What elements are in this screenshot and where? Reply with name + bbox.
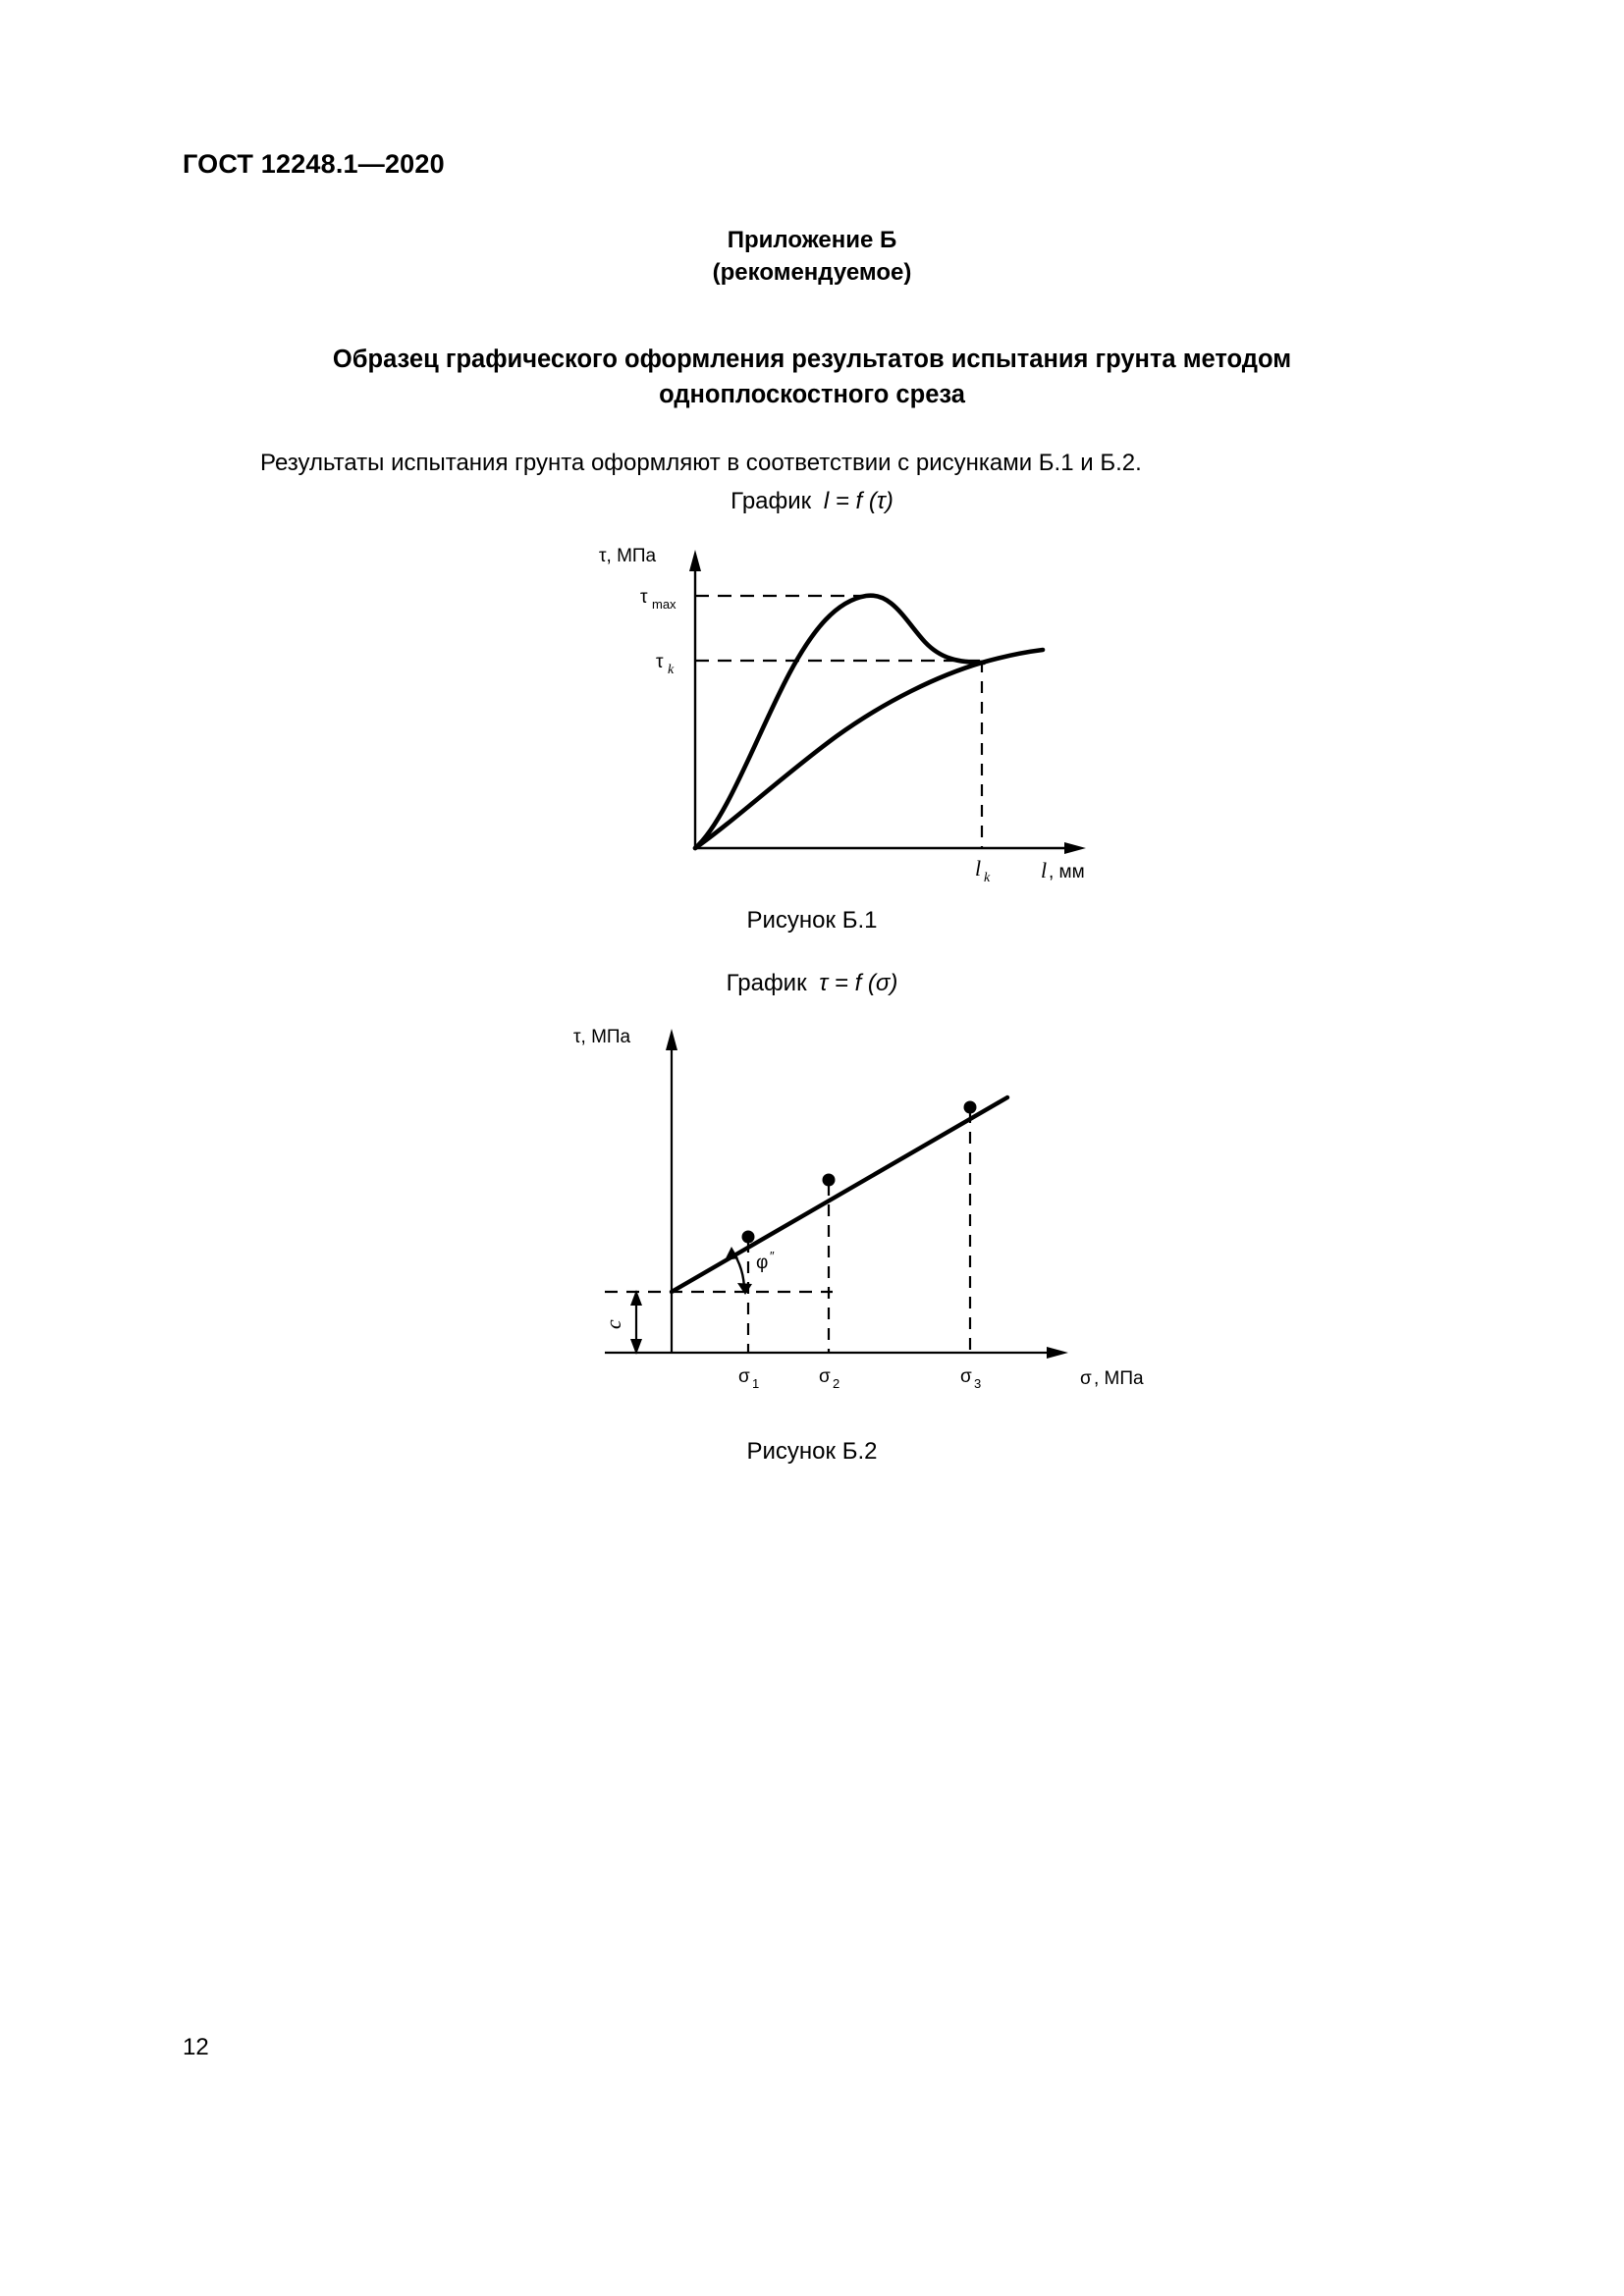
curve-asymptotic	[692, 647, 1046, 851]
angle-arrow-head-lower	[737, 1283, 752, 1295]
graph-title-2: График τ = f (σ)	[0, 970, 1624, 997]
data-point-group-3	[963, 1100, 977, 1353]
x-axis-label-b2-italic: σ	[1080, 1368, 1092, 1389]
figure-b2: φ ″ c τ, МПа	[538, 1001, 1166, 1423]
x-tick-lk-italic: l	[975, 856, 981, 881]
x-tick-sigma2: σ 2	[819, 1366, 839, 1391]
annex-title: Приложение Б	[727, 227, 897, 253]
x-axis-b2	[605, 1347, 1068, 1359]
y-tick-tau-max: τ max	[640, 587, 677, 612]
x-tick-sigma1-subscript: 1	[752, 1376, 759, 1391]
angle-arrow-head-upper	[725, 1247, 738, 1260]
y-axis-b2	[666, 1029, 677, 1353]
angle-label-phi-superscript: ″	[770, 1249, 775, 1263]
x-tick-sigma1-base: σ	[738, 1366, 750, 1387]
fit-line	[669, 1095, 1010, 1295]
y-tick-tau-k: τ k	[656, 652, 675, 677]
data-point-sigma2	[822, 1173, 836, 1187]
y-axis-label-b2: τ, МПа	[573, 1027, 631, 1047]
x-axis-label-b1-rest: , мм	[1049, 862, 1085, 882]
graph-title-2-expression: τ = f (σ)	[819, 970, 898, 996]
cohesion-label: c	[601, 1319, 625, 1329]
figure-caption-b2: Рисунок Б.2	[746, 1438, 878, 1465]
x-tick-sigma1: σ 1	[738, 1366, 759, 1391]
annex-heading-block: Приложение Б (рекомендуемое)	[0, 224, 1624, 289]
x-tick-lk: l k	[975, 856, 991, 885]
x-tick-sigma2-base: σ	[819, 1366, 831, 1387]
curve-peak-softening	[692, 593, 987, 851]
page-title-line-2: одноплоскостного среза	[659, 381, 965, 408]
document-header: ГОСТ 12248.1—2020	[183, 149, 445, 179]
y-tick-tau-max-subscript: max	[652, 597, 677, 612]
cohesion-measure-arrow	[630, 1290, 642, 1355]
graph-title-1-prefix: График	[731, 488, 812, 514]
x-tick-sigma3-subscript: 3	[974, 1376, 981, 1391]
page-title: Образец графического оформления результа…	[321, 342, 1303, 412]
x-axis-b1	[695, 842, 1086, 854]
y-tick-tau-k-subscript: k	[668, 663, 675, 677]
figure-b1: τ, МПа τ max τ k l k l , мм	[579, 526, 1110, 899]
angle-label-phi: φ ″	[756, 1249, 775, 1273]
y-axis-label-b1: τ, МПа	[599, 546, 657, 566]
graph-title-2-prefix: График	[726, 970, 807, 996]
page-number: 12	[183, 2034, 209, 2060]
x-tick-lk-subscript: k	[984, 871, 991, 885]
intro-paragraph: Результаты испытания грунта оформляют в …	[260, 450, 1142, 476]
y-axis-b1	[689, 550, 701, 848]
x-axis-label-b1: l , мм	[1041, 858, 1085, 882]
x-axis-label-b2: σ , МПа	[1080, 1368, 1144, 1389]
y-tick-tau-max-base: τ	[640, 587, 648, 608]
figure-caption-b1: Рисунок Б.1	[746, 907, 878, 934]
x-axis-label-b1-italic: l	[1041, 858, 1047, 882]
data-point-group-1	[741, 1230, 755, 1353]
x-tick-sigma3-base: σ	[960, 1366, 972, 1387]
data-point-sigma3	[963, 1100, 977, 1114]
graph-title-1-expression: l = f (τ)	[823, 488, 893, 514]
data-point-sigma1	[741, 1230, 755, 1244]
x-axis-label-b2-rest: , МПа	[1094, 1368, 1144, 1389]
x-tick-sigma2-subscript: 2	[833, 1376, 839, 1391]
graph-title-1: График l = f (τ)	[0, 488, 1624, 515]
page-title-line-1: Образец графического оформления результа…	[332, 346, 1292, 373]
y-tick-tau-k-base: τ	[656, 652, 664, 672]
angle-label-phi-base: φ	[756, 1253, 768, 1273]
data-point-group-2	[822, 1173, 836, 1353]
annex-subtitle: (рекомендуемое)	[712, 259, 912, 286]
x-tick-sigma3: σ 3	[960, 1366, 981, 1391]
